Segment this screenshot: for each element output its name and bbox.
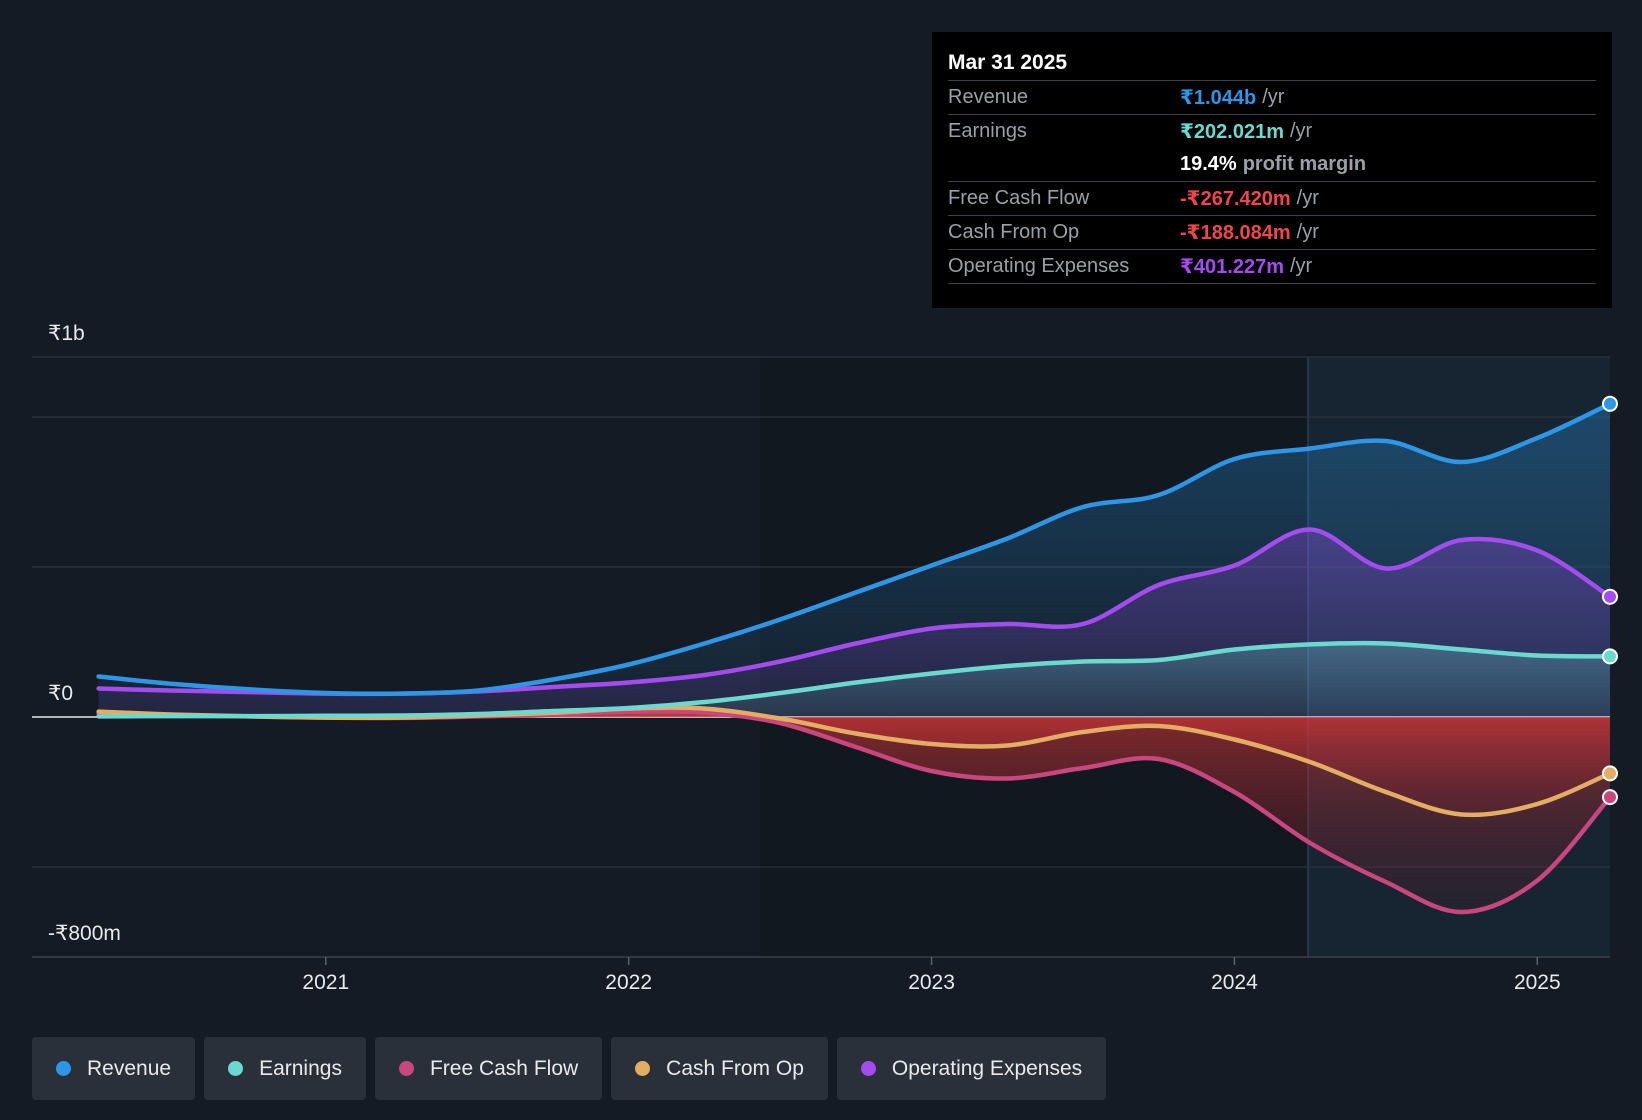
area-cash-from-op xyxy=(98,707,1611,815)
tooltip-row-earnings: Earnings ₹202.021m /yr xyxy=(948,115,1596,148)
area-free-cash-flow xyxy=(98,711,1611,913)
tooltip-unit: /yr xyxy=(1296,221,1319,243)
tooltip-value-revenue: ₹1.044b xyxy=(1180,87,1257,109)
tooltip-label: Revenue xyxy=(948,86,1029,108)
tooltip-label: Free Cash Flow xyxy=(948,187,1090,209)
legend-label: Operating Expenses xyxy=(891,1056,1083,1080)
tooltip-value-earnings: ₹202.021m xyxy=(1180,121,1284,143)
x-tick-label: 2022 xyxy=(605,971,652,994)
tooltip-row-margin: 19.4% profit margin xyxy=(948,148,1596,182)
legend-label: Free Cash Flow xyxy=(429,1056,579,1080)
tooltip-row-cfo: Cash From Op -₹188.084m /yr xyxy=(948,216,1596,250)
x-tick-label: 2023 xyxy=(908,971,955,994)
legend-item-free-cash-flow[interactable]: Free Cash Flow xyxy=(374,1037,603,1100)
legend-item-earnings[interactable]: Earnings xyxy=(204,1037,366,1100)
data-point-operating-expenses xyxy=(1602,588,1618,605)
x-axis: 2021 2022 2023 2024 2025 xyxy=(302,957,1561,994)
legend: Revenue Earnings Free Cash Flow Cash Fro… xyxy=(32,1037,1107,1100)
legend-item-revenue[interactable]: Revenue xyxy=(32,1037,196,1100)
tooltip-row-opex: Operating Expenses ₹401.227m /yr xyxy=(948,250,1596,284)
tooltip-label: Earnings xyxy=(948,120,1027,142)
legend-dot-icon xyxy=(860,1061,876,1076)
y-tick-label-bottom: -₹800m xyxy=(48,922,121,945)
tooltip-row-revenue: Revenue ₹1.044b /yr xyxy=(948,81,1596,115)
tooltip-date: Mar 31 2025 xyxy=(948,46,1596,81)
tooltip-unit: /yr xyxy=(1296,187,1319,209)
data-point-earnings xyxy=(1602,648,1618,665)
y-tick-label-zero: ₹0 xyxy=(48,682,73,705)
area-fills xyxy=(98,403,1611,913)
x-tick-label: 2021 xyxy=(302,971,349,994)
tooltip-unit: /yr xyxy=(1262,86,1285,108)
legend-label: Revenue xyxy=(87,1056,172,1080)
legend-dot-icon xyxy=(635,1061,651,1076)
end-points xyxy=(1602,395,1618,806)
legend-dot-icon xyxy=(228,1061,244,1076)
tooltip-label: Operating Expenses xyxy=(948,255,1130,277)
legend-label: Earnings xyxy=(259,1056,342,1080)
tooltip-value-opex: ₹401.227m xyxy=(1180,256,1284,278)
legend-label: Cash From Op xyxy=(666,1056,804,1080)
y-tick-label-top: ₹1b xyxy=(48,322,85,345)
series-line-earnings xyxy=(96,640,1613,719)
tooltip-margin-pct: 19.4% xyxy=(1180,153,1237,175)
data-point-free-cash-flow xyxy=(1602,789,1618,806)
series-line-revenue xyxy=(96,401,1613,697)
x-tick-label: 2024 xyxy=(1211,971,1258,994)
tooltip-row-fcf: Free Cash Flow -₹267.420m /yr xyxy=(948,182,1596,216)
data-point-revenue xyxy=(1602,395,1618,412)
tooltip-margin-text: profit margin xyxy=(1242,153,1367,175)
x-tick-label: 2025 xyxy=(1514,971,1561,994)
legend-item-operating-expenses[interactable]: Operating Expenses xyxy=(836,1037,1107,1100)
tooltip-unit: /yr xyxy=(1290,255,1313,277)
series-lines xyxy=(96,401,1613,915)
tooltip-label: Cash From Op xyxy=(948,221,1080,243)
legend-dot-icon xyxy=(56,1061,71,1076)
legend-dot-icon xyxy=(398,1061,414,1076)
tooltip-value-cfo: -₹188.084m xyxy=(1180,222,1291,244)
data-point-cash-from-op xyxy=(1602,765,1618,782)
tooltip-unit: /yr xyxy=(1290,120,1313,142)
legend-item-cash-from-op[interactable]: Cash From Op xyxy=(611,1037,828,1100)
tooltip-value-fcf: -₹267.420m xyxy=(1180,188,1291,210)
tooltip-panel: Mar 31 2025 Revenue ₹1.044b /yr Earnings… xyxy=(932,32,1612,308)
area-earnings xyxy=(98,643,1611,717)
